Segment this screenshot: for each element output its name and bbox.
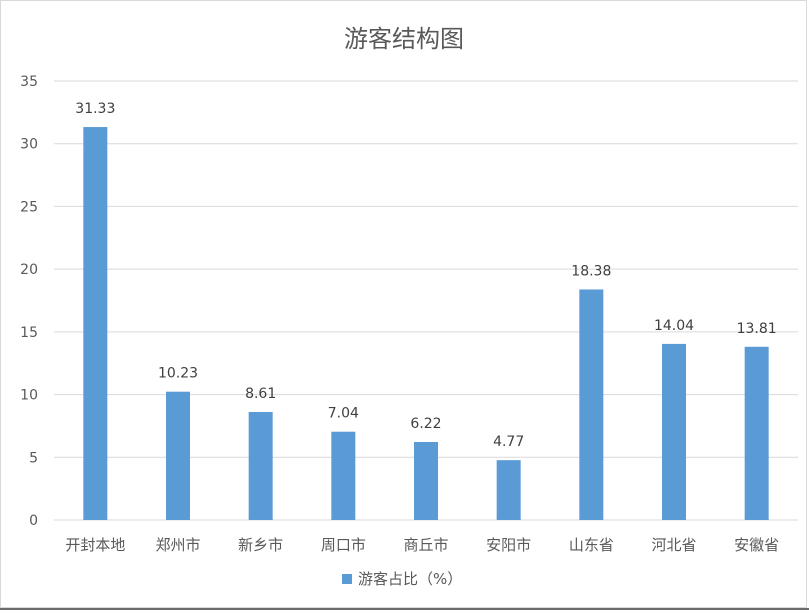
data-labels: 31.33 10.23 8.61 7.04 6.22 4.77 18.38 14.04 13.8… bbox=[75, 101, 776, 450]
category-label: 周口市 bbox=[321, 536, 366, 554]
data-label: 14.04 bbox=[654, 318, 694, 334]
data-label: 18.38 bbox=[571, 263, 611, 279]
y-tick-label: 20 bbox=[20, 262, 38, 278]
category-label: 新乡市 bbox=[238, 536, 283, 554]
bar-7 bbox=[662, 343, 686, 520]
y-axis-ticks: 0 5 10 15 20 25 30 35 bbox=[20, 74, 38, 529]
window-bottom-border bbox=[0, 608, 809, 610]
bars bbox=[83, 127, 769, 520]
category-label: 山东省 bbox=[569, 536, 614, 554]
y-tick-label: 15 bbox=[20, 325, 38, 341]
legend-swatch bbox=[342, 574, 352, 584]
data-label: 7.04 bbox=[328, 406, 359, 422]
y-tick-label: 10 bbox=[20, 388, 38, 404]
bar-8 bbox=[744, 346, 769, 520]
legend-label: 游客占比（%） bbox=[358, 570, 462, 588]
data-label: 4.77 bbox=[493, 434, 524, 450]
data-label: 6.22 bbox=[410, 416, 441, 432]
bar-0 bbox=[83, 127, 108, 520]
category-label: 河北省 bbox=[651, 536, 696, 554]
bar-3 bbox=[331, 431, 356, 520]
data-label: 10.23 bbox=[158, 366, 198, 382]
bar-1 bbox=[166, 391, 190, 520]
category-label: 开封本地 bbox=[65, 536, 125, 554]
bar-4 bbox=[414, 441, 438, 520]
y-tick-label: 30 bbox=[20, 137, 38, 153]
chart-title: 游客结构图 bbox=[344, 25, 464, 53]
category-label: 安徽省 bbox=[734, 536, 779, 554]
category-label: 商丘市 bbox=[403, 536, 448, 554]
data-label: 13.81 bbox=[737, 321, 777, 337]
data-label: 8.61 bbox=[245, 386, 276, 402]
bar-6 bbox=[579, 289, 604, 520]
y-tick-label: 35 bbox=[20, 74, 38, 90]
y-tick-label: 5 bbox=[29, 450, 38, 466]
y-tick-label: 25 bbox=[20, 199, 38, 215]
bar-2 bbox=[248, 412, 273, 520]
data-label: 31.33 bbox=[75, 101, 115, 117]
bar-5 bbox=[496, 460, 521, 520]
category-label: 郑州市 bbox=[155, 536, 200, 554]
category-label: 安阳市 bbox=[486, 536, 531, 554]
category-labels: 开封本地 郑州市 新乡市 周口市 商丘市 安阳市 山东省 河北省 安徽省 bbox=[65, 536, 779, 554]
y-tick-label: 0 bbox=[29, 513, 38, 529]
legend: 游客占比（%） bbox=[342, 570, 462, 588]
